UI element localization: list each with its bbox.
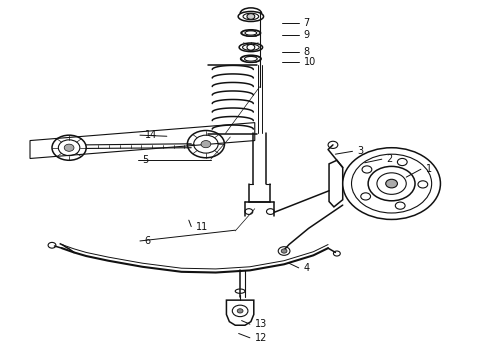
Text: 10: 10 [304,57,316,67]
Text: 2: 2 [387,154,393,164]
Circle shape [247,44,255,50]
Ellipse shape [241,30,261,36]
Text: 8: 8 [304,46,310,57]
Ellipse shape [245,57,257,61]
Circle shape [201,140,211,148]
Ellipse shape [243,44,259,50]
Text: 13: 13 [255,319,267,329]
Polygon shape [226,300,254,325]
Ellipse shape [241,55,261,62]
Circle shape [247,14,255,19]
Circle shape [351,154,432,213]
Ellipse shape [245,31,257,35]
Text: 14: 14 [145,130,157,140]
Ellipse shape [239,43,263,51]
Circle shape [281,249,287,253]
Text: 12: 12 [255,333,267,343]
Ellipse shape [235,289,245,293]
Polygon shape [329,160,343,207]
Text: 7: 7 [304,18,310,28]
Text: 1: 1 [426,164,432,174]
Text: 5: 5 [143,155,148,165]
Ellipse shape [243,13,259,20]
Text: 9: 9 [304,30,310,40]
Text: 11: 11 [196,222,208,231]
Circle shape [377,173,406,194]
Ellipse shape [238,12,264,22]
Circle shape [386,179,397,188]
Circle shape [368,166,415,201]
Text: 4: 4 [304,263,310,273]
Circle shape [237,309,243,313]
Text: 3: 3 [357,146,364,156]
Circle shape [64,144,74,151]
Text: 6: 6 [145,236,151,246]
Circle shape [343,148,441,220]
Polygon shape [30,123,255,158]
